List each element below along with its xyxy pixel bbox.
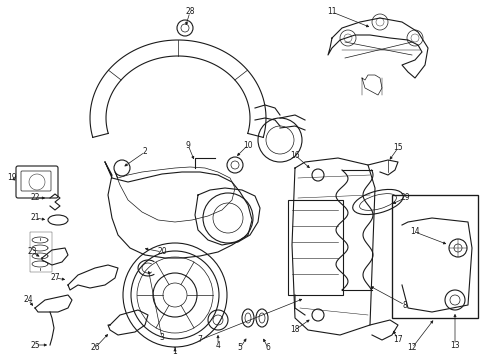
Text: 15: 15 — [393, 144, 403, 153]
Text: 25: 25 — [30, 341, 40, 350]
Text: 17: 17 — [393, 336, 403, 345]
Bar — [288, 200, 343, 295]
Text: 29: 29 — [400, 194, 410, 202]
Text: 27: 27 — [50, 274, 60, 283]
Text: 6: 6 — [266, 343, 270, 352]
Text: 2: 2 — [143, 148, 147, 157]
Text: 26: 26 — [90, 343, 100, 352]
Text: 20: 20 — [157, 248, 167, 256]
Text: 22: 22 — [30, 194, 40, 202]
Text: 5: 5 — [238, 343, 243, 352]
Text: 3: 3 — [160, 333, 165, 342]
Text: 12: 12 — [407, 343, 417, 352]
Text: 23: 23 — [27, 248, 37, 256]
Text: 4: 4 — [216, 341, 220, 350]
Text: 21: 21 — [30, 213, 40, 222]
Text: 1: 1 — [172, 347, 177, 356]
Bar — [392, 195, 478, 318]
Text: 11: 11 — [327, 8, 337, 17]
Text: 13: 13 — [450, 341, 460, 350]
Text: 10: 10 — [243, 140, 253, 149]
Text: 9: 9 — [186, 140, 191, 149]
Text: 24: 24 — [23, 296, 33, 305]
Text: 18: 18 — [290, 325, 300, 334]
Text: 7: 7 — [197, 336, 202, 345]
Text: 28: 28 — [185, 8, 195, 17]
Text: 8: 8 — [403, 301, 407, 310]
Text: 14: 14 — [410, 228, 420, 237]
Bar — [30, 232, 52, 272]
Text: 16: 16 — [290, 150, 300, 159]
Text: 19: 19 — [7, 174, 17, 183]
